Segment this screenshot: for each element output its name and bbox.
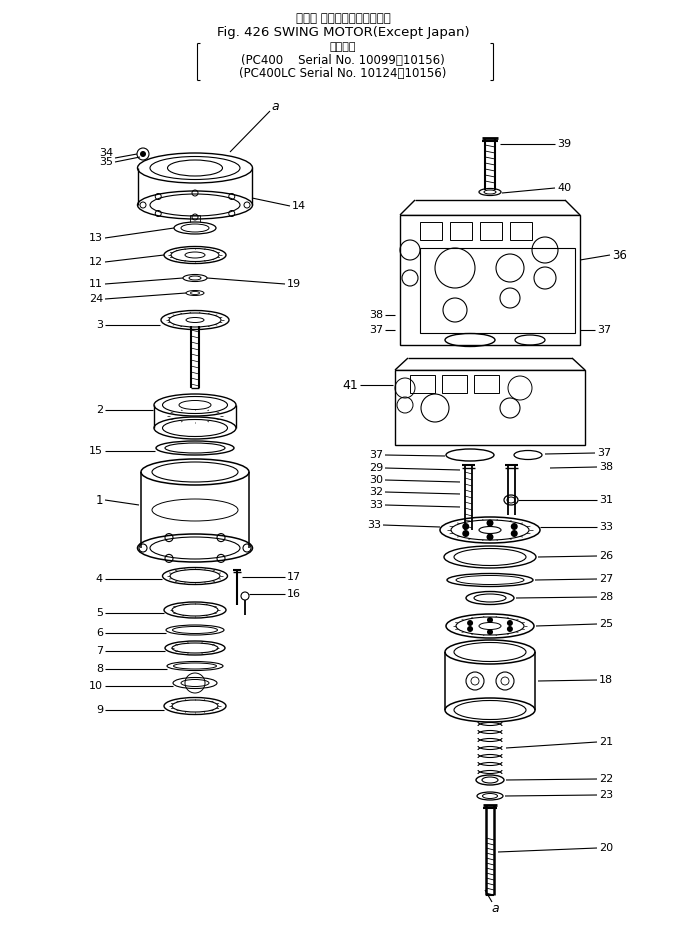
Bar (395, 370, 585, 445)
Text: 38: 38 (599, 462, 613, 472)
Text: 5: 5 (96, 608, 103, 618)
Bar (420, 248, 575, 333)
Text: 37: 37 (369, 450, 383, 460)
Bar (442, 375, 467, 393)
Text: 24: 24 (88, 294, 103, 304)
Text: 40: 40 (557, 183, 571, 193)
Text: 14: 14 (292, 201, 306, 211)
Text: 36: 36 (612, 249, 627, 261)
Text: 29: 29 (369, 463, 383, 473)
Text: 25: 25 (599, 619, 613, 629)
Text: a: a (271, 99, 279, 113)
Text: 4: 4 (96, 574, 103, 584)
Text: 2: 2 (96, 405, 103, 415)
Text: 11: 11 (89, 279, 103, 289)
Text: 10: 10 (89, 681, 103, 691)
Text: 22: 22 (599, 774, 613, 784)
Circle shape (486, 519, 493, 527)
Text: 6: 6 (96, 628, 103, 638)
Text: 13: 13 (89, 233, 103, 243)
Text: 33: 33 (367, 520, 381, 530)
Circle shape (467, 626, 473, 632)
Text: 23: 23 (599, 790, 613, 800)
Text: 20: 20 (599, 843, 613, 853)
Text: 8: 8 (96, 664, 103, 674)
Circle shape (487, 629, 493, 635)
Text: 16: 16 (287, 589, 301, 599)
Text: Fig. 426 SWING MOTOR(Except Japan): Fig. 426 SWING MOTOR(Except Japan) (217, 26, 469, 39)
Text: 31: 31 (599, 495, 613, 505)
Circle shape (511, 523, 518, 530)
Circle shape (487, 617, 493, 623)
Text: 37: 37 (369, 325, 383, 335)
Text: 33: 33 (369, 500, 383, 510)
Circle shape (140, 151, 146, 157)
Text: 通用号機: 通用号機 (330, 42, 356, 52)
Text: 28: 28 (599, 592, 613, 602)
Bar (400, 215, 580, 345)
Bar (510, 222, 532, 240)
Text: (PC400    Serial No. 10099～10156): (PC400 Serial No. 10099～10156) (241, 54, 445, 67)
Circle shape (511, 530, 518, 537)
Text: 26: 26 (599, 551, 613, 561)
Text: 34: 34 (99, 148, 113, 158)
Text: 9: 9 (96, 705, 103, 715)
Circle shape (486, 534, 493, 540)
Text: (PC400LC Serial No. 10124～10156): (PC400LC Serial No. 10124～10156) (239, 67, 447, 80)
Text: 18: 18 (599, 675, 613, 685)
Bar (450, 222, 472, 240)
Text: 27: 27 (599, 574, 613, 584)
Text: 15: 15 (89, 446, 103, 456)
Text: 37: 37 (597, 448, 611, 458)
Circle shape (467, 620, 473, 626)
Text: 32: 32 (369, 487, 383, 497)
Text: a: a (491, 902, 499, 915)
Bar (480, 222, 502, 240)
Text: 3: 3 (96, 320, 103, 330)
Text: 19: 19 (287, 279, 301, 289)
Text: 21: 21 (599, 737, 613, 747)
Text: 30: 30 (369, 475, 383, 485)
Circle shape (507, 620, 513, 626)
Text: 1: 1 (95, 494, 103, 506)
Text: 17: 17 (287, 572, 301, 582)
Text: 39: 39 (557, 139, 571, 149)
Text: 33: 33 (599, 522, 613, 532)
Text: 41: 41 (342, 378, 358, 392)
Circle shape (462, 530, 469, 537)
Text: 12: 12 (89, 257, 103, 267)
Bar (474, 375, 499, 393)
Bar (410, 375, 435, 393)
Text: 37: 37 (597, 325, 611, 335)
Circle shape (462, 523, 469, 530)
Text: 35: 35 (99, 157, 113, 167)
Text: 38: 38 (369, 310, 383, 320)
Text: 7: 7 (96, 646, 103, 656)
Text: 旋　回 モータ（海　外　向）: 旋 回 モータ（海 外 向） (296, 12, 390, 25)
Bar (420, 222, 442, 240)
Circle shape (507, 626, 513, 632)
